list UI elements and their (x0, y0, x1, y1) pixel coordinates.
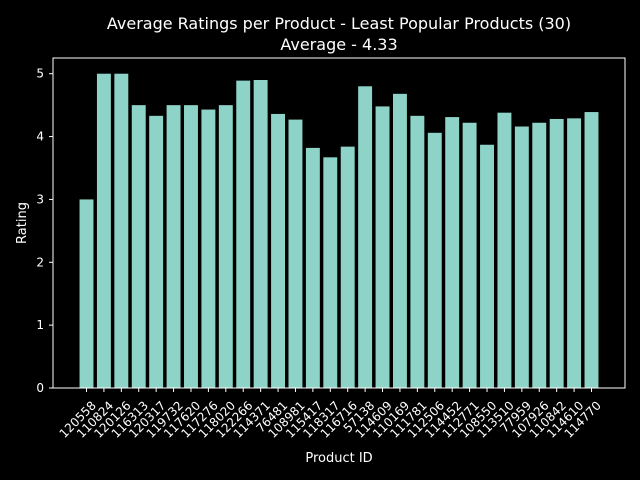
bar-76481 (271, 113, 286, 388)
bar-110824 (96, 73, 111, 388)
y-axis: 0 1 2 3 4 5 (36, 67, 53, 395)
y-tick-label: 3 (36, 192, 44, 206)
bar-114610 (567, 118, 582, 388)
y-tick-label: 1 (36, 318, 44, 332)
bar-115417 (305, 147, 320, 388)
bars-group (79, 73, 599, 389)
bar-120558 (79, 199, 94, 388)
bar-110169 (392, 93, 407, 388)
bar-112506 (427, 132, 442, 388)
y-tick-label: 2 (36, 255, 44, 269)
bar-117620 (184, 105, 198, 389)
bar-114371 (253, 80, 268, 388)
bar-110842 (549, 118, 564, 388)
bar-113510 (497, 112, 512, 388)
bar-118020 (218, 105, 233, 389)
y-tick-label: 0 (36, 381, 44, 395)
chart-subtitle: Average - 4.33 (280, 35, 397, 54)
chart-title: Average Ratings per Product - Least Popu… (107, 14, 571, 33)
y-tick-label: 4 (36, 130, 44, 144)
bar-114609 (375, 106, 390, 389)
bar-77959 (514, 126, 529, 388)
bar-114452 (445, 117, 460, 388)
bar-119732 (166, 105, 181, 389)
y-tick-label: 5 (36, 67, 44, 81)
bar-116313 (131, 105, 146, 389)
bar-116716 (340, 146, 355, 388)
bar-118317 (323, 157, 338, 388)
bar-57138 (358, 86, 373, 389)
x-axis: 1205581108241201261163131203171197321176… (57, 388, 604, 441)
bar-111781 (410, 115, 425, 388)
y-axis-label: Rating (15, 202, 30, 244)
bar-107926 (532, 122, 547, 388)
plot-frame (52, 57, 626, 389)
bar-122266 (236, 80, 251, 388)
bar-120126 (114, 73, 129, 388)
bar-108550 (480, 144, 494, 388)
bar-117276 (201, 109, 216, 389)
bar-114770 (584, 112, 599, 389)
bar-120317 (149, 115, 164, 388)
bar-112771 (462, 122, 477, 388)
bar-108981 (288, 119, 303, 388)
x-axis-label: Product ID (305, 451, 372, 466)
